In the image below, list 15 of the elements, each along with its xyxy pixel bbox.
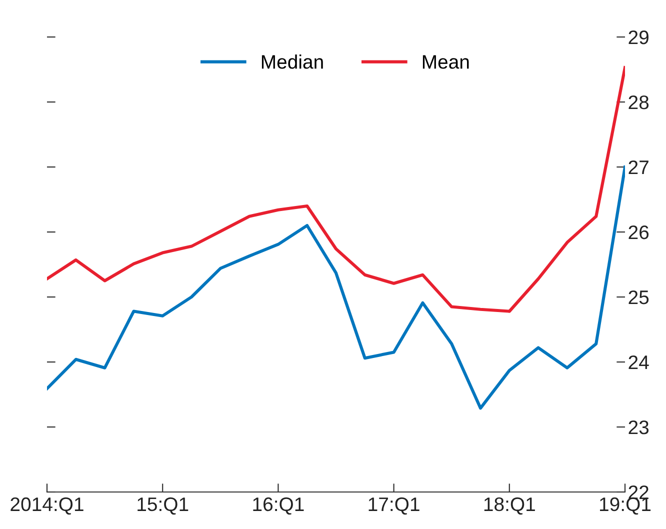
legend-label: Mean <box>422 55 469 69</box>
y-tick-label: 25 <box>628 290 649 304</box>
line-series <box>47 165 625 410</box>
x-tick-label: 16:Q1 <box>253 497 304 515</box>
y-tick-label: 24 <box>628 355 649 370</box>
y-tick-label: 29 <box>628 30 648 44</box>
legend-label: Median <box>262 54 323 69</box>
y-tick-label: 23 <box>628 420 649 434</box>
x-tick-label: 2014:Q1 <box>10 497 84 515</box>
y-tick-label: 26 <box>628 225 649 240</box>
x-tick-label: 18:Q1 <box>484 497 535 515</box>
x-tick-label: 15:Q1 <box>138 497 188 515</box>
y-tick-label: 28 <box>628 95 649 110</box>
y-tick-label: 27 <box>628 160 648 174</box>
x-tick-label: 17:Q1 <box>368 497 420 515</box>
